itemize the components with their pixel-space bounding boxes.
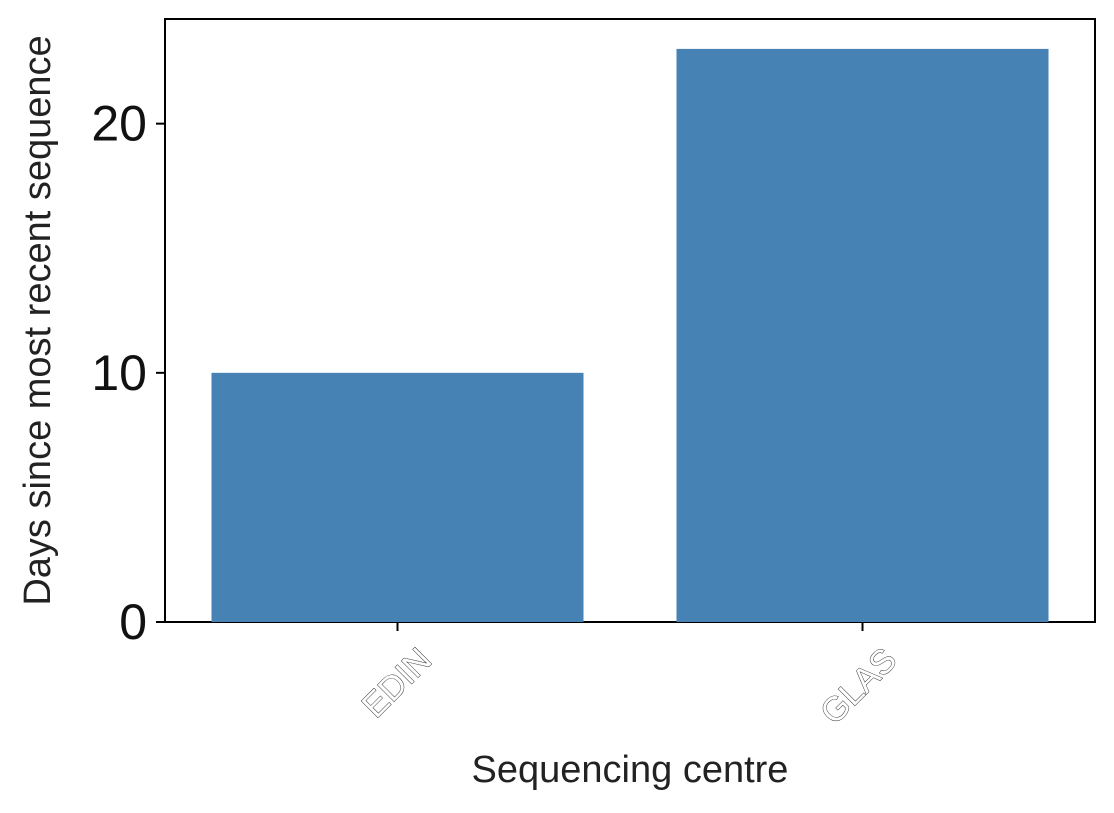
y-axis-label: Days since most recent sequence — [17, 35, 59, 605]
bar-edin — [211, 372, 584, 622]
x-tick-label-glas: GLAS — [813, 641, 904, 732]
x-axis: EDIN GLAS — [354, 622, 905, 732]
x-tick-label-edin: EDIN — [355, 641, 439, 725]
y-tick-label-10: 10 — [91, 345, 147, 401]
bars-group — [211, 48, 1049, 623]
x-axis-label: Sequencing centre — [472, 749, 789, 791]
plot-area-frame — [164, 18, 1096, 623]
y-tick-label-20: 20 — [91, 96, 147, 152]
y-axis: 0 10 20 — [91, 96, 165, 650]
bar-glas — [676, 48, 1049, 623]
y-tick-label-0: 0 — [119, 594, 147, 650]
